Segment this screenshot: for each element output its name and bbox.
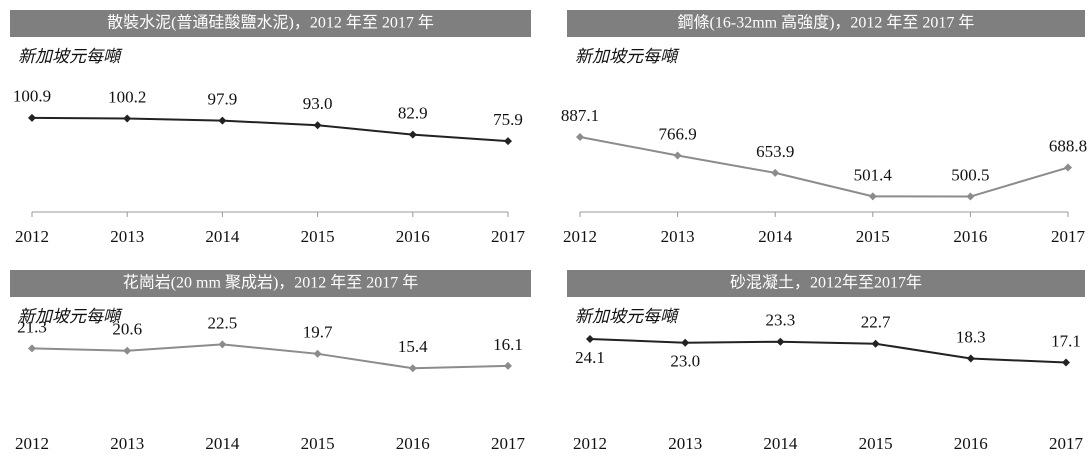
data-line bbox=[31, 116, 509, 143]
chart-title: 砂混凝土，2012年至2017年 bbox=[730, 274, 922, 292]
chart-title: 花崗岩(20 mm 聚成岩)，2012 年至 2017 年 bbox=[123, 274, 419, 292]
data-point bbox=[313, 349, 322, 358]
x-tick-label: 2015 bbox=[301, 227, 335, 246]
data-point bbox=[218, 116, 227, 125]
x-tick-label: 2014 bbox=[763, 434, 798, 453]
data-point bbox=[1062, 358, 1070, 367]
data-point bbox=[504, 137, 512, 146]
value-label: 16.1 bbox=[493, 335, 523, 354]
data-point bbox=[408, 364, 417, 373]
unit-label: 新加坡元每噸 bbox=[18, 307, 123, 326]
data-point bbox=[966, 354, 975, 363]
x-tick-label: 2017 bbox=[491, 227, 526, 246]
value-label: 17.1 bbox=[1051, 331, 1081, 350]
x-tick-label: 2015 bbox=[859, 434, 893, 453]
data-point bbox=[576, 132, 584, 141]
x-tick-label: 2012 bbox=[15, 434, 49, 453]
value-label: 22.5 bbox=[208, 313, 238, 332]
unit-label: 新加坡元每噸 bbox=[575, 307, 680, 326]
data-point bbox=[1064, 163, 1072, 172]
data-point bbox=[28, 344, 36, 353]
data-point bbox=[871, 339, 880, 348]
chart-title: 鋼條(16-32mm 高強度)，2012 年至 2017 年 bbox=[678, 14, 975, 32]
value-label: 100.9 bbox=[13, 87, 51, 106]
data-line bbox=[579, 136, 1069, 198]
value-label: 18.3 bbox=[956, 327, 986, 346]
data-point bbox=[28, 113, 36, 122]
unit-label: 新加坡元每噸 bbox=[575, 47, 680, 66]
data-point bbox=[673, 151, 682, 160]
data-point bbox=[586, 335, 594, 344]
x-tick-label: 2015 bbox=[301, 434, 335, 453]
value-label: 766.9 bbox=[658, 124, 696, 143]
title-bar bbox=[567, 10, 1085, 37]
x-tick-label: 2015 bbox=[856, 227, 890, 246]
value-label: 23.0 bbox=[670, 352, 700, 371]
x-tick-label: 2017 bbox=[1051, 227, 1086, 246]
x-tick-label: 2016 bbox=[954, 434, 988, 453]
data-point bbox=[771, 168, 780, 177]
value-label: 97.9 bbox=[208, 90, 238, 109]
x-tick-label: 2017 bbox=[1049, 434, 1084, 453]
x-tick-label: 2014 bbox=[758, 227, 793, 246]
value-label: 20.6 bbox=[112, 320, 142, 339]
data-point bbox=[123, 114, 132, 123]
x-tick-label: 2016 bbox=[953, 227, 987, 246]
x-tick-label: 2013 bbox=[661, 227, 695, 246]
data-point bbox=[313, 121, 322, 130]
x-tick-label: 2016 bbox=[396, 227, 430, 246]
data-point bbox=[681, 338, 690, 347]
data-point bbox=[504, 361, 512, 370]
data-line bbox=[31, 343, 509, 370]
x-tick-label: 2012 bbox=[563, 227, 597, 246]
value-label: 688.8 bbox=[1049, 136, 1087, 155]
x-tick-label: 2012 bbox=[573, 434, 607, 453]
data-point bbox=[218, 340, 227, 349]
data-point bbox=[408, 130, 417, 139]
value-label: 22.7 bbox=[861, 313, 891, 332]
data-line bbox=[589, 338, 1067, 364]
value-label: 653.9 bbox=[756, 142, 794, 161]
value-label: 15.4 bbox=[398, 337, 428, 356]
value-label: 100.2 bbox=[108, 87, 146, 106]
x-tick-label: 2012 bbox=[15, 227, 49, 246]
value-label: 887.1 bbox=[561, 106, 599, 125]
data-point bbox=[966, 192, 975, 201]
x-tick-label: 2017 bbox=[491, 434, 526, 453]
title-bar bbox=[567, 270, 1085, 297]
x-tick-label: 2016 bbox=[396, 434, 430, 453]
value-label: 75.9 bbox=[493, 110, 523, 129]
value-label: 24.1 bbox=[575, 348, 605, 367]
x-tick-label: 2013 bbox=[110, 434, 144, 453]
x-tick-label: 2013 bbox=[110, 227, 144, 246]
data-point bbox=[868, 192, 877, 201]
value-label: 21.3 bbox=[17, 317, 47, 336]
title-bar bbox=[10, 10, 531, 37]
value-label: 501.4 bbox=[854, 165, 893, 184]
value-label: 82.9 bbox=[398, 104, 428, 123]
x-tick-label: 2014 bbox=[205, 227, 240, 246]
data-point bbox=[776, 337, 785, 346]
x-tick-label: 2013 bbox=[668, 434, 702, 453]
value-label: 23.3 bbox=[766, 311, 796, 330]
unit-label: 新加坡元每噸 bbox=[18, 47, 123, 66]
value-label: 500.5 bbox=[951, 165, 989, 184]
value-label: 93.0 bbox=[303, 94, 333, 113]
x-tick-label: 2014 bbox=[205, 434, 240, 453]
title-bar bbox=[10, 270, 531, 297]
data-point bbox=[123, 346, 132, 355]
value-label: 19.7 bbox=[303, 323, 333, 342]
chart-title: 散裝水泥(普通硅酸鹽水泥)，2012 年至 2017 年 bbox=[107, 14, 434, 32]
